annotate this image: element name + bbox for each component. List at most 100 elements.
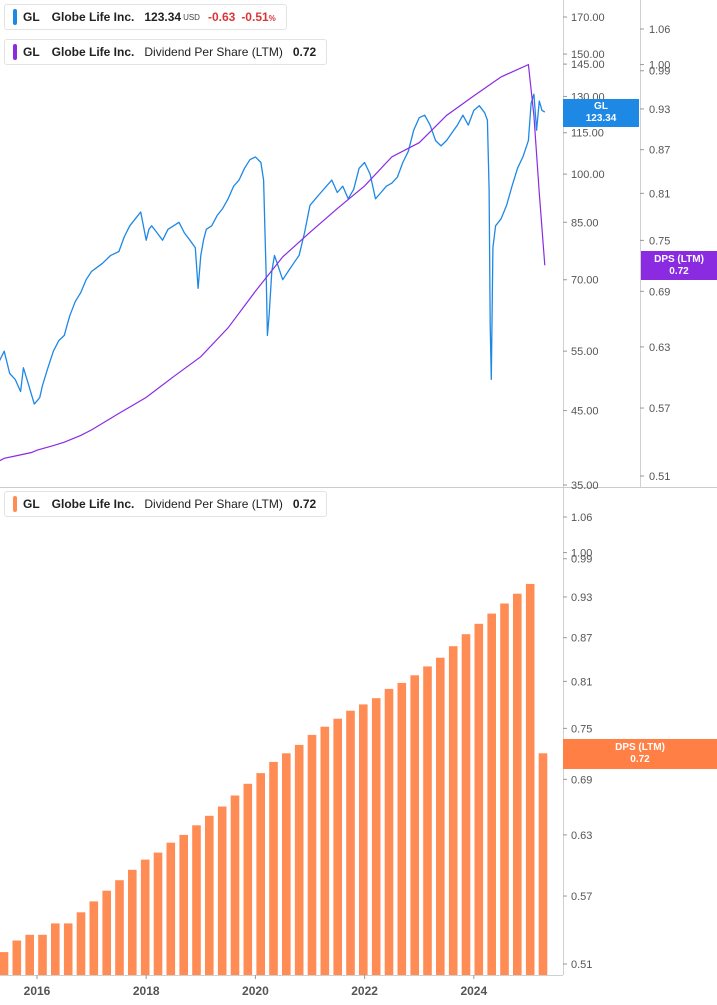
bar-tick-label: 0.81 — [571, 676, 592, 688]
dps-bar — [76, 912, 86, 975]
dps-legend-bottom[interactable]: GL Globe Life Inc. Dividend Per Share (L… — [4, 491, 328, 517]
dps-bar — [179, 834, 188, 975]
dps-bar — [384, 688, 394, 975]
dps-tag-value: 0.72 — [630, 754, 650, 765]
price-tick-label: 115.00 — [571, 128, 604, 140]
bar-swatch — [13, 496, 17, 512]
dps-bar — [205, 815, 214, 975]
dps-bar — [346, 710, 355, 975]
legend-change-pct-sign: % — [268, 14, 276, 23]
dps-tag-label: DPS (LTM) — [654, 253, 704, 265]
legend-ticker: GL — [23, 45, 40, 59]
dps-bar — [230, 795, 240, 975]
dps-tick-label: 0.63 — [649, 342, 670, 354]
price-tick-label: 55.00 — [571, 346, 599, 358]
price-swatch — [13, 9, 17, 25]
bar-tick-label: 0.63 — [571, 830, 592, 842]
legend-metric: Dividend Per Share (LTM) — [144, 497, 283, 511]
dps-tick-label: 0.75 — [649, 235, 670, 247]
price-legend[interactable]: GL Globe Life Inc. 123.34 USD -0.63 -0.5… — [4, 4, 287, 30]
bar-tick-label: 1.00 — [571, 548, 592, 560]
dps-bar — [436, 657, 445, 975]
price-tick-label: 170.00 — [571, 12, 605, 24]
legend-ticker: GL — [23, 10, 40, 24]
dps-bar — [153, 852, 163, 975]
dps-bar — [51, 923, 60, 975]
bar-tick-label: 1.06 — [571, 512, 592, 524]
dps-bar — [102, 890, 111, 975]
price-tag: GL 123.34 — [563, 99, 639, 127]
legend-ticker: GL — [23, 497, 40, 511]
dps-bar — [410, 675, 419, 975]
x-tick-label: 2016 — [24, 984, 51, 998]
dps-series-line — [0, 63, 546, 462]
price-tag-value: 123.34 — [585, 113, 617, 124]
dps-bar — [461, 634, 471, 975]
bar-tick-label: 0.93 — [571, 592, 592, 604]
dps-bar — [128, 869, 137, 975]
dps-tag-value: 0.72 — [669, 265, 689, 277]
price-series-line — [0, 93, 546, 405]
legend-company: Globe Life Inc. — [51, 10, 135, 24]
dps-legend-top[interactable]: GL Globe Life Inc. Dividend Per Share (L… — [4, 39, 328, 65]
dps-swatch — [13, 44, 17, 60]
dps-bar — [397, 682, 407, 975]
price-tick-label: 70.00 — [571, 275, 599, 287]
dps-tick-label: 1.00 — [649, 60, 670, 72]
dps-tag-top: DPS (LTM) 0.72 — [641, 251, 717, 280]
dps-tick-label: 0.93 — [649, 104, 670, 116]
price-tick-label: 145.00 — [571, 59, 605, 71]
dps-tick-label: 0.51 — [649, 471, 670, 483]
price-tick-label: 45.00 — [571, 406, 599, 418]
dps-bar — [269, 761, 278, 975]
bar-tick-label: 0.57 — [571, 891, 592, 903]
price-tick-label: 35.00 — [571, 480, 599, 492]
dps-bar — [0, 952, 9, 975]
dps-tick-label: 0.99 — [649, 66, 670, 78]
dps-bar — [538, 753, 548, 975]
x-tick-label: 2020 — [242, 984, 269, 998]
bar-tick-label: 0.69 — [571, 774, 592, 786]
dps-tick-label: 0.81 — [649, 188, 670, 200]
x-tick-label: 2022 — [351, 984, 378, 998]
legend-dps-value: 0.72 — [292, 45, 317, 59]
legend-change-pct: -0.51% — [241, 10, 275, 24]
dps-bar — [166, 842, 176, 975]
dps-bar — [333, 718, 342, 975]
dps-bar — [371, 698, 381, 975]
dps-bar — [282, 753, 291, 975]
bar-tick-label: 0.51 — [571, 959, 592, 971]
dps-bar — [294, 744, 304, 975]
price-tick-label: 85.00 — [571, 217, 599, 229]
price-tag-ticker: GL — [594, 101, 608, 112]
dps-bar — [474, 623, 484, 975]
legend-metric: Dividend Per Share (LTM) — [144, 45, 283, 59]
dps-bar — [25, 934, 34, 975]
bar-tick-label: 0.75 — [571, 723, 592, 735]
dps-bar — [115, 880, 124, 975]
legend-company: Globe Life Inc. — [51, 45, 135, 59]
dps-bar — [192, 825, 201, 975]
dps-bar — [487, 613, 496, 975]
dps-bar — [38, 934, 47, 975]
dps-bar — [243, 783, 253, 975]
dps-tick-label: 1.06 — [649, 24, 670, 36]
dps-bar — [217, 806, 227, 975]
dps-bar — [256, 773, 265, 975]
legend-price: 123.34 — [144, 10, 182, 24]
legend-dps-value: 0.72 — [292, 497, 317, 511]
legend-company: Globe Life Inc. — [51, 497, 135, 511]
dps-bar — [320, 726, 330, 975]
x-tick-label: 2024 — [460, 984, 487, 998]
dps-bar — [525, 583, 535, 975]
dps-bar — [513, 593, 522, 975]
dps-tick-label: 0.87 — [649, 145, 670, 157]
dps-tag-label: DPS (LTM) — [615, 742, 665, 753]
dps-bar — [12, 940, 22, 975]
price-tick-label: 150.00 — [571, 49, 605, 61]
dps-bar — [89, 901, 99, 975]
dps-bar — [500, 603, 509, 975]
legend-currency: USD — [183, 12, 200, 22]
